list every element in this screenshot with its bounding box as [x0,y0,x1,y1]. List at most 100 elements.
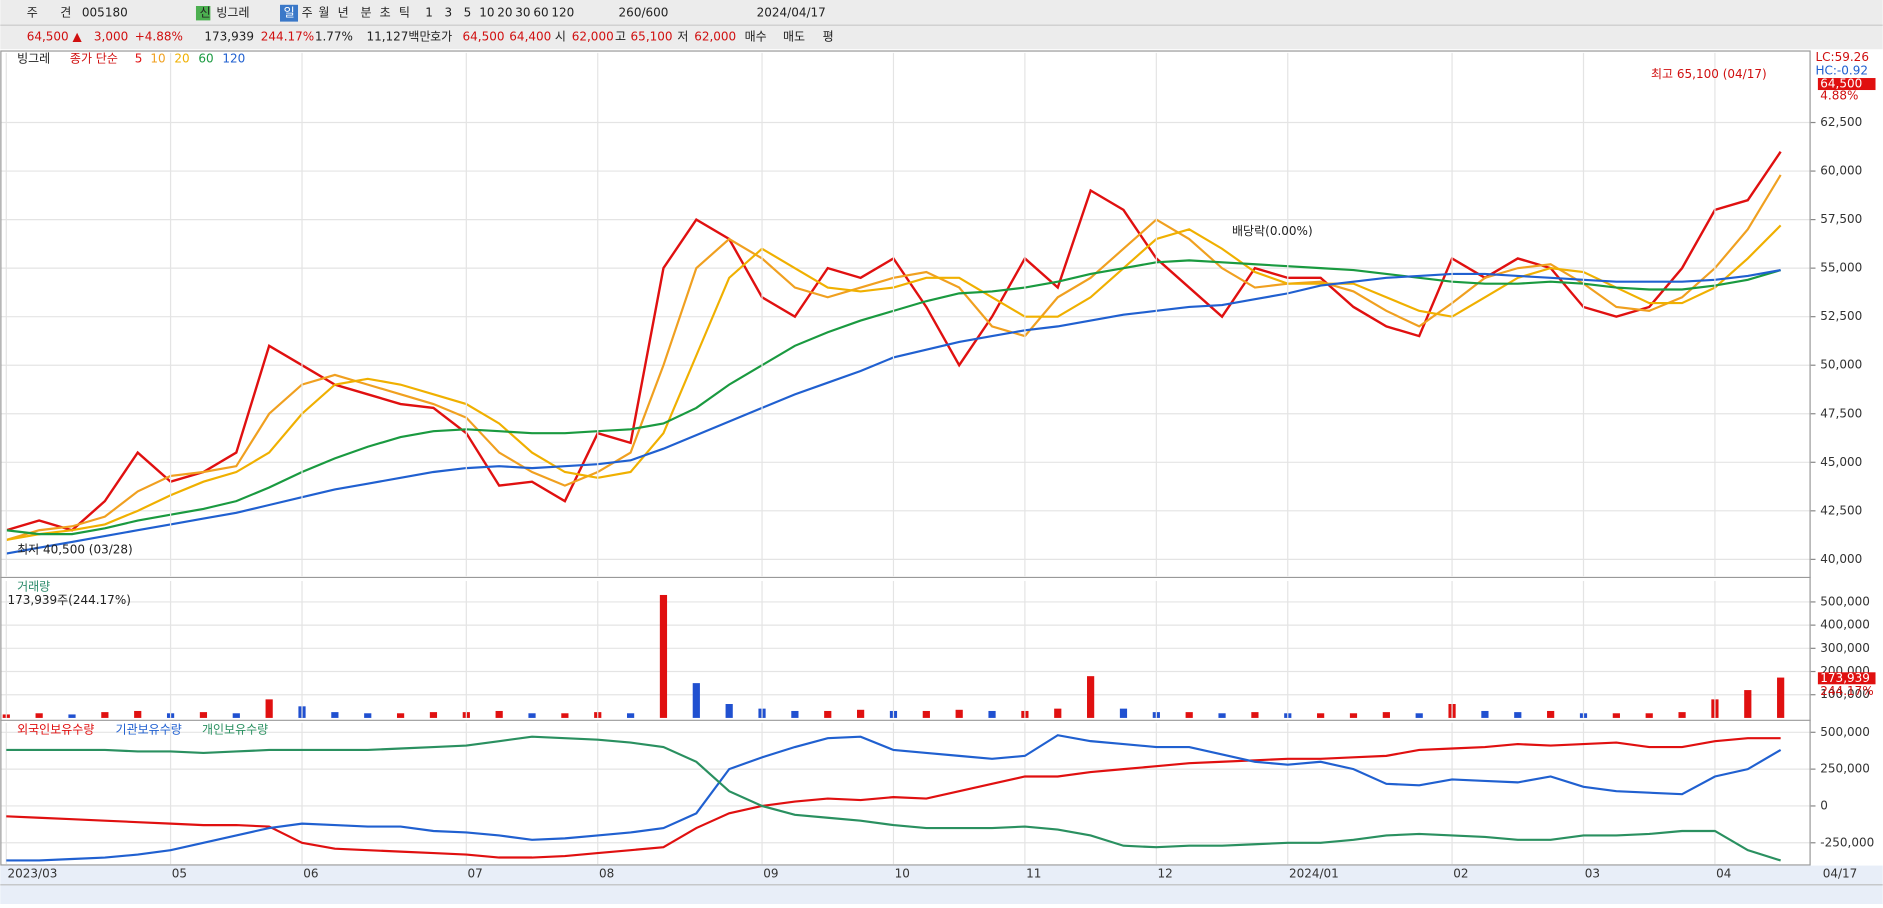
volume-bar [725,703,733,718]
active-tab [280,4,299,22]
toolbar-item[interactable]: 년 [338,6,349,20]
toolbar-item[interactable]: 분 [360,6,371,20]
x-tick-label: 04 [1716,866,1731,880]
volume-bar [1481,710,1489,718]
toolbar-item[interactable]: 60 [533,6,548,20]
volume-bar [1777,677,1785,718]
volume-bar [1514,712,1522,718]
quote-item: 64,500 ▲ [27,30,83,44]
volume-bar [1317,713,1325,718]
toolbar-item[interactable]: 틱 [399,6,410,20]
y-tick-label: 62,500 [1820,115,1862,129]
series-line [6,735,1781,862]
quote-item: 62,000 [694,30,736,44]
legend-entry: 20 [174,51,189,65]
y-tick-label: 52,500 [1820,309,1862,323]
y-tick-label: 55,000 [1820,261,1862,275]
toolbar-item[interactable]: 005180 [82,6,128,20]
panel-subtitle: 173,939주(244.17%) [7,593,130,607]
volume-bar [364,713,372,718]
annotation: 최고 65,100 (04/17) [1651,67,1767,81]
quote-item[interactable]: 매수 [745,30,767,44]
y-tick-label: 250,000 [1820,762,1870,776]
quote-item[interactable]: 매도 [783,30,805,44]
right-label: 64,500 [1820,77,1862,91]
toolbar-item[interactable]: 주 [27,6,38,20]
y-tick-label: 500,000 [1820,594,1870,608]
y-tick-label: 57,500 [1820,212,1862,226]
x-tick-label: 09 [763,866,778,880]
y-tick-label: 0 [1820,798,1828,812]
volume-bar [1678,712,1686,718]
right-label: LC:59.26 [1815,50,1868,64]
toolbar-item[interactable]: 1 [425,6,433,20]
right-label: 173,939 [1820,671,1870,685]
toolbar-item[interactable]: 빙그레 [216,6,249,20]
toolbar-item[interactable]: 5 [464,6,472,20]
x-tick-label: 06 [303,866,318,880]
toolbar-item[interactable]: 주 [302,6,313,20]
toolbar-item[interactable]: 10 [479,6,494,20]
x-tick-label: 08 [599,866,614,880]
toolbar-item[interactable]: 월 [318,6,329,20]
y-tick-label: 50,000 [1820,358,1862,372]
volume-bar [1185,712,1193,718]
badge [195,6,211,21]
quote-item: 고 [615,30,626,44]
series-line [6,737,1781,859]
quote-item: 64,400 [509,30,551,44]
quote-item: 1.77% [315,30,353,44]
quote-item: +4.88% [135,30,183,44]
y-tick-label: 400,000 [1820,618,1870,632]
volume-bar [955,709,963,718]
volume-bar [35,713,43,718]
price-badge [1817,78,1876,91]
legend-entry: 개인보유수량 [202,722,268,736]
y-tick-label: 45,000 [1820,455,1862,469]
toolbar-item[interactable]: 30 [515,6,530,20]
toolbar-item[interactable]: 260/600 [619,6,669,20]
legend-entry: 60 [198,51,213,65]
quote-item: 저 [677,30,688,44]
legend-entry: 10 [150,51,165,65]
toolbar-item[interactable]: 견 [60,6,71,20]
toolbar-item[interactable]: 일 [284,6,295,20]
legend-entry: 120 [222,51,245,65]
volume-bar [1415,713,1423,718]
toolbar-item[interactable]: 3 [444,6,452,20]
volume-bar [824,710,832,718]
toolbar-item[interactable]: 20 [497,6,512,20]
panel-title: 거래량 [17,580,50,594]
volume-bar [626,713,635,718]
toolbar-item[interactable]: 신 [200,6,211,20]
annotation: 배당락(0.00%) [1232,224,1313,238]
volume-bar [988,710,996,718]
volume-badge [1817,672,1876,685]
x-tick-label: 03 [1585,866,1600,880]
quote-item: 62,000 [572,30,614,44]
volume-bar [857,709,865,718]
volume-bar [922,710,930,718]
toolbar-item[interactable]: 120 [551,6,574,20]
volume-bar [791,710,799,718]
right-label: 244.17% [1820,684,1873,698]
volume-bar [1645,713,1653,718]
volume-bar [134,710,142,718]
volume-bar [561,713,569,718]
right-label: HC:-0.92 [1815,63,1868,77]
volume-bar [1218,713,1226,718]
volume-bar [429,712,438,718]
quote-item: 3,000 [94,30,128,44]
volume-bar [692,683,700,718]
toolbar-item[interactable]: 2024/04/17 [757,6,826,20]
toolbar-item[interactable]: 초 [380,6,391,20]
quote-item: 시 [555,30,566,44]
right-label: 4.88% [1820,89,1858,103]
quote-item[interactable]: 평 [823,30,834,44]
volume-bar [659,594,668,718]
quote-item: 173,939 [204,30,254,44]
x-tick-label: 07 [468,866,483,880]
volume-bar [396,713,405,718]
quote-item: 244.17% [261,30,314,44]
